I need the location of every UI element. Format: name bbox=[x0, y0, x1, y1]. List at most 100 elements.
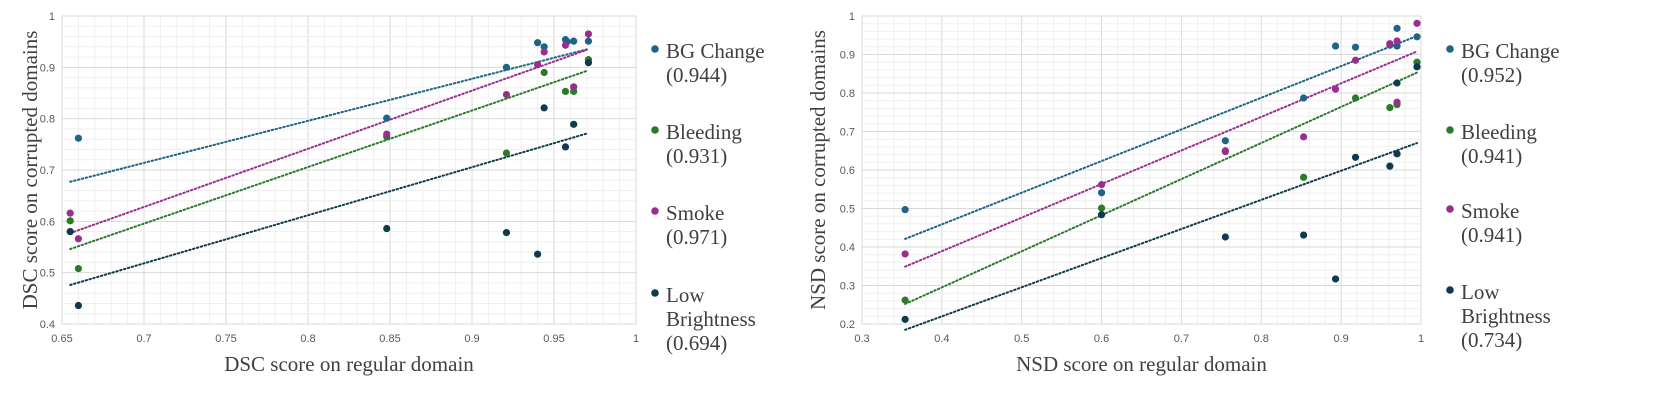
chart-1: 0.65 0.7 0.75 0.8 0.85 0.9 0.95 1 0.4 0.5 0.6 0.7 0.… bbox=[18, 11, 765, 376]
series-bg-change bbox=[74, 36, 593, 142]
y-tick-label: 0.7 bbox=[840, 127, 855, 139]
gridlines bbox=[861, 15, 1422, 325]
point-low-brightness bbox=[1300, 231, 1308, 239]
trendline-low-brightness bbox=[69, 132, 588, 286]
x-tick-label: 1 bbox=[633, 333, 639, 345]
y-tick-label: 0.9 bbox=[840, 50, 855, 62]
point-bg-change bbox=[1393, 42, 1401, 50]
legend-label: Brightness bbox=[1461, 304, 1551, 328]
y-tick-label: 0.4 bbox=[40, 319, 55, 331]
legend-marker bbox=[651, 289, 659, 297]
trendline-smoke bbox=[904, 50, 1419, 268]
point-low-brightness bbox=[1386, 162, 1394, 170]
legend-correlation: (0.952) bbox=[1461, 63, 1522, 87]
point-bg-change bbox=[1221, 137, 1229, 145]
point-bg-change bbox=[540, 43, 548, 51]
point-smoke bbox=[1331, 85, 1340, 93]
point-smoke bbox=[1393, 37, 1401, 45]
point-bleeding bbox=[540, 68, 548, 77]
legend-marker bbox=[1446, 286, 1454, 294]
trendline-smoke bbox=[69, 48, 588, 235]
y-tick-label: 0.2 bbox=[840, 319, 855, 331]
y-tick-label: 0.9 bbox=[40, 62, 55, 74]
series-smoke bbox=[901, 19, 1421, 258]
legend-label: Smoke bbox=[1461, 199, 1519, 223]
point-bg-change bbox=[1097, 189, 1106, 197]
x-tick-label: 0.7 bbox=[136, 333, 151, 345]
x-tick-label: 0.75 bbox=[215, 333, 236, 345]
x-axis-title: DSC score on regular domain bbox=[224, 352, 474, 376]
gridlines bbox=[61, 15, 637, 325]
y-tick-label: 0.8 bbox=[840, 88, 855, 100]
point-smoke bbox=[540, 48, 548, 56]
point-smoke bbox=[74, 235, 82, 243]
point-low-brightness bbox=[561, 143, 570, 151]
legend-correlation: (0.941) bbox=[1461, 223, 1522, 247]
legend-marker bbox=[1446, 126, 1454, 134]
x-tick-label: 0.7 bbox=[1174, 333, 1189, 345]
series-smoke bbox=[66, 30, 593, 243]
legend-correlation: (0.694) bbox=[666, 331, 727, 355]
point-low-brightness bbox=[1413, 63, 1421, 71]
x-tick-label: 0.9 bbox=[1333, 333, 1348, 345]
y-tick-label: 0.6 bbox=[840, 165, 855, 177]
legend-correlation: (0.931) bbox=[666, 144, 727, 168]
x-tick-label: 0.4 bbox=[934, 333, 949, 345]
point-bg-change bbox=[1351, 43, 1360, 51]
x-tick-label: 0.65 bbox=[51, 333, 72, 345]
point-smoke bbox=[584, 30, 593, 38]
point-low-brightness bbox=[1331, 275, 1340, 283]
legend-marker bbox=[651, 207, 659, 215]
series-low-brightness bbox=[901, 63, 1421, 323]
y-tick-label: 0.5 bbox=[40, 268, 55, 280]
y-tick-label: 0.4 bbox=[840, 242, 855, 254]
trendline-bg-change bbox=[69, 48, 588, 183]
point-smoke bbox=[66, 209, 74, 217]
legend-marker bbox=[651, 45, 659, 53]
legend-item-bg-change: BG Change(0.952) bbox=[1446, 39, 1560, 87]
legend-label: BG Change bbox=[1461, 39, 1560, 63]
point-low-brightness bbox=[1097, 211, 1106, 219]
point-smoke bbox=[570, 83, 578, 91]
point-bg-change bbox=[901, 206, 909, 214]
point-bleeding bbox=[502, 149, 511, 157]
point-low-brightness bbox=[74, 301, 82, 310]
point-bg-change bbox=[584, 37, 593, 45]
legend-marker bbox=[651, 126, 659, 134]
point-bg-change bbox=[502, 63, 511, 71]
y-tick-label: 0.5 bbox=[840, 204, 855, 216]
legend-label: Brightness bbox=[666, 307, 756, 331]
point-bg-change bbox=[74, 134, 82, 142]
point-smoke bbox=[1393, 98, 1401, 106]
point-bg-change bbox=[570, 37, 578, 45]
legend-correlation: (0.734) bbox=[1461, 328, 1522, 352]
legend-correlation: (0.941) bbox=[1461, 144, 1522, 168]
point-bleeding bbox=[1351, 94, 1360, 102]
point-low-brightness bbox=[502, 229, 511, 237]
point-bg-change bbox=[383, 114, 391, 122]
point-smoke bbox=[901, 250, 909, 258]
x-tick-label: 0.95 bbox=[543, 333, 564, 345]
x-axis-title: NSD score on regular domain bbox=[1016, 352, 1267, 376]
x-tick-label: 0.8 bbox=[1254, 333, 1269, 345]
series-low-brightness bbox=[66, 59, 593, 310]
point-bleeding bbox=[1300, 173, 1308, 181]
point-smoke bbox=[1386, 40, 1394, 48]
point-low-brightness bbox=[66, 228, 74, 236]
legend-label: Bleeding bbox=[1461, 120, 1537, 144]
point-low-brightness bbox=[1221, 233, 1229, 241]
x-tick-label: 0.85 bbox=[379, 333, 400, 345]
legend-item-smoke: Smoke(0.971) bbox=[651, 201, 727, 249]
point-bg-change bbox=[1300, 94, 1308, 102]
legend-item-bleeding: Bleeding(0.931) bbox=[651, 120, 742, 168]
legend: BG Change(0.952)Bleeding(0.941)Smoke(0.9… bbox=[1446, 39, 1560, 352]
point-smoke bbox=[1097, 181, 1106, 189]
legend: BG Change(0.944)Bleeding(0.931)Smoke(0.9… bbox=[651, 39, 765, 355]
legend-label: Low bbox=[666, 283, 705, 307]
point-smoke bbox=[561, 41, 570, 49]
point-low-brightness bbox=[383, 224, 391, 233]
point-low-brightness bbox=[584, 59, 593, 67]
x-tick-label: 0.6 bbox=[1094, 333, 1109, 345]
